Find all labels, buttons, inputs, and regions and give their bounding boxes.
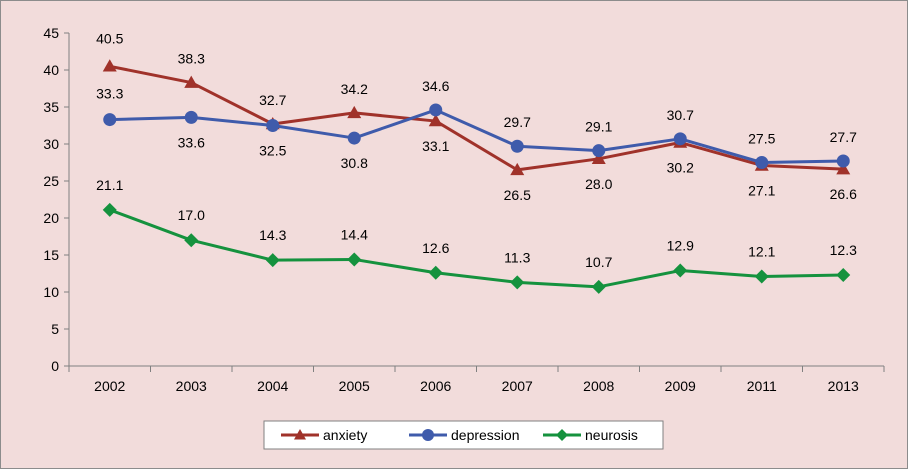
y-tick-label: 35 (43, 99, 59, 115)
series-line-neurosis (109, 208, 844, 289)
series-line-depression (109, 108, 844, 164)
y-tick-label: 15 (43, 247, 59, 263)
series-line-anxiety (109, 64, 844, 172)
legend-marker-neurosis (556, 429, 568, 441)
point-depression (592, 144, 606, 158)
x-tick-label: 2009 (665, 378, 696, 394)
point-anxiety (428, 114, 443, 127)
data-label-anxiety: 32.7 (259, 92, 286, 108)
point-depression (510, 139, 524, 153)
point-neurosis (673, 263, 688, 278)
x-tick-label: 2004 (257, 378, 288, 394)
x-tick-label: 2003 (176, 378, 207, 394)
legend-label-anxiety: anxiety (323, 427, 367, 443)
point-neurosis (510, 275, 525, 290)
point-depression (755, 156, 769, 169)
data-label-depression: 27.7 (830, 129, 857, 145)
y-tick-label: 5 (51, 321, 59, 337)
y-tick-label: 25 (43, 173, 59, 189)
data-label-neurosis: 14.4 (341, 226, 368, 242)
series-lines (109, 64, 844, 289)
legend-label-neurosis: neurosis (585, 427, 638, 443)
data-label-depression: 30.7 (667, 107, 694, 123)
point-neurosis (836, 267, 851, 282)
y-tick-label: 40 (43, 62, 59, 78)
data-label-neurosis: 12.9 (667, 238, 694, 254)
point-neurosis (754, 269, 769, 284)
axes: 0 5 10 15 20 25 30 35 40 45 2002 2003 2004 2005 2006 20… (43, 25, 885, 394)
point-neurosis (347, 252, 362, 267)
data-labels: 40.5 33.3 21.1 38.3 33.6 17.0 32.7 32.5 14.3 34.2… (96, 30, 857, 270)
data-label-anxiety: 38.3 (178, 51, 205, 67)
data-label-depression: 32.5 (259, 143, 286, 159)
data-label-neurosis: 12.3 (830, 242, 857, 258)
y-tick-label: 10 (43, 284, 59, 300)
point-anxiety (184, 75, 199, 88)
data-label-anxiety: 26.6 (830, 186, 857, 202)
x-tick-label: 2013 (828, 378, 859, 394)
point-anxiety (347, 105, 362, 119)
point-neurosis (265, 253, 280, 268)
point-anxiety (510, 162, 525, 176)
data-label-anxiety: 27.1 (748, 182, 775, 198)
x-tick-label: 2008 (583, 378, 614, 394)
point-anxiety (102, 59, 117, 72)
data-label-depression: 33.3 (96, 86, 123, 102)
data-label-neurosis: 12.1 (748, 243, 775, 259)
data-label-neurosis: 21.1 (96, 177, 123, 193)
data-label-depression: 29.1 (585, 119, 612, 135)
data-label-neurosis: 11.3 (504, 249, 530, 265)
legend-marker-anxiety (294, 429, 306, 440)
data-label-anxiety: 30.2 (667, 160, 694, 176)
point-depression (347, 131, 361, 145)
data-label-anxiety: 28.0 (585, 176, 612, 192)
x-tick-label: 2005 (339, 378, 370, 394)
data-label-neurosis: 17.0 (178, 207, 205, 223)
x-tick-label: 2006 (420, 378, 451, 394)
data-label-anxiety: 40.5 (96, 30, 123, 46)
data-label-neurosis: 12.6 (422, 240, 449, 256)
point-depression (429, 103, 443, 117)
point-depression (266, 119, 280, 132)
point-depression (184, 110, 198, 124)
point-neurosis (184, 233, 199, 248)
data-label-anxiety: 26.5 (504, 187, 531, 203)
data-label-depression: 30.8 (341, 155, 368, 171)
point-depression (103, 113, 117, 127)
x-tick-label: 2002 (94, 378, 125, 394)
series-markers (102, 59, 851, 294)
point-anxiety (836, 162, 851, 175)
point-depression (673, 132, 687, 146)
y-tick-label: 20 (43, 210, 59, 226)
legend-box (263, 420, 664, 450)
y-tick-label: 45 (43, 25, 59, 41)
data-label-depression: 29.7 (504, 114, 531, 130)
legend: anxiety depression neurosis (263, 420, 664, 450)
x-tick-label: 2007 (502, 378, 533, 394)
point-neurosis (428, 265, 443, 280)
y-tick-label: 30 (43, 136, 59, 152)
point-neurosis (102, 202, 117, 217)
data-label-depression: 34.6 (422, 78, 449, 94)
y-tick-label: 0 (51, 358, 59, 374)
x-tick-label: 2011 (747, 378, 777, 394)
point-depression (836, 154, 850, 168)
data-label-neurosis: 14.3 (259, 227, 286, 243)
point-neurosis (591, 279, 606, 294)
data-label-depression: 27.5 (748, 131, 775, 147)
data-label-anxiety: 34.2 (341, 81, 368, 97)
data-label-anxiety: 33.1 (422, 138, 449, 154)
point-anxiety (591, 151, 606, 165)
data-label-depression: 33.6 (178, 134, 205, 150)
legend-label-depression: depression (451, 427, 520, 443)
data-label-neurosis: 10.7 (585, 254, 612, 270)
legend-marker-depression (422, 429, 434, 441)
